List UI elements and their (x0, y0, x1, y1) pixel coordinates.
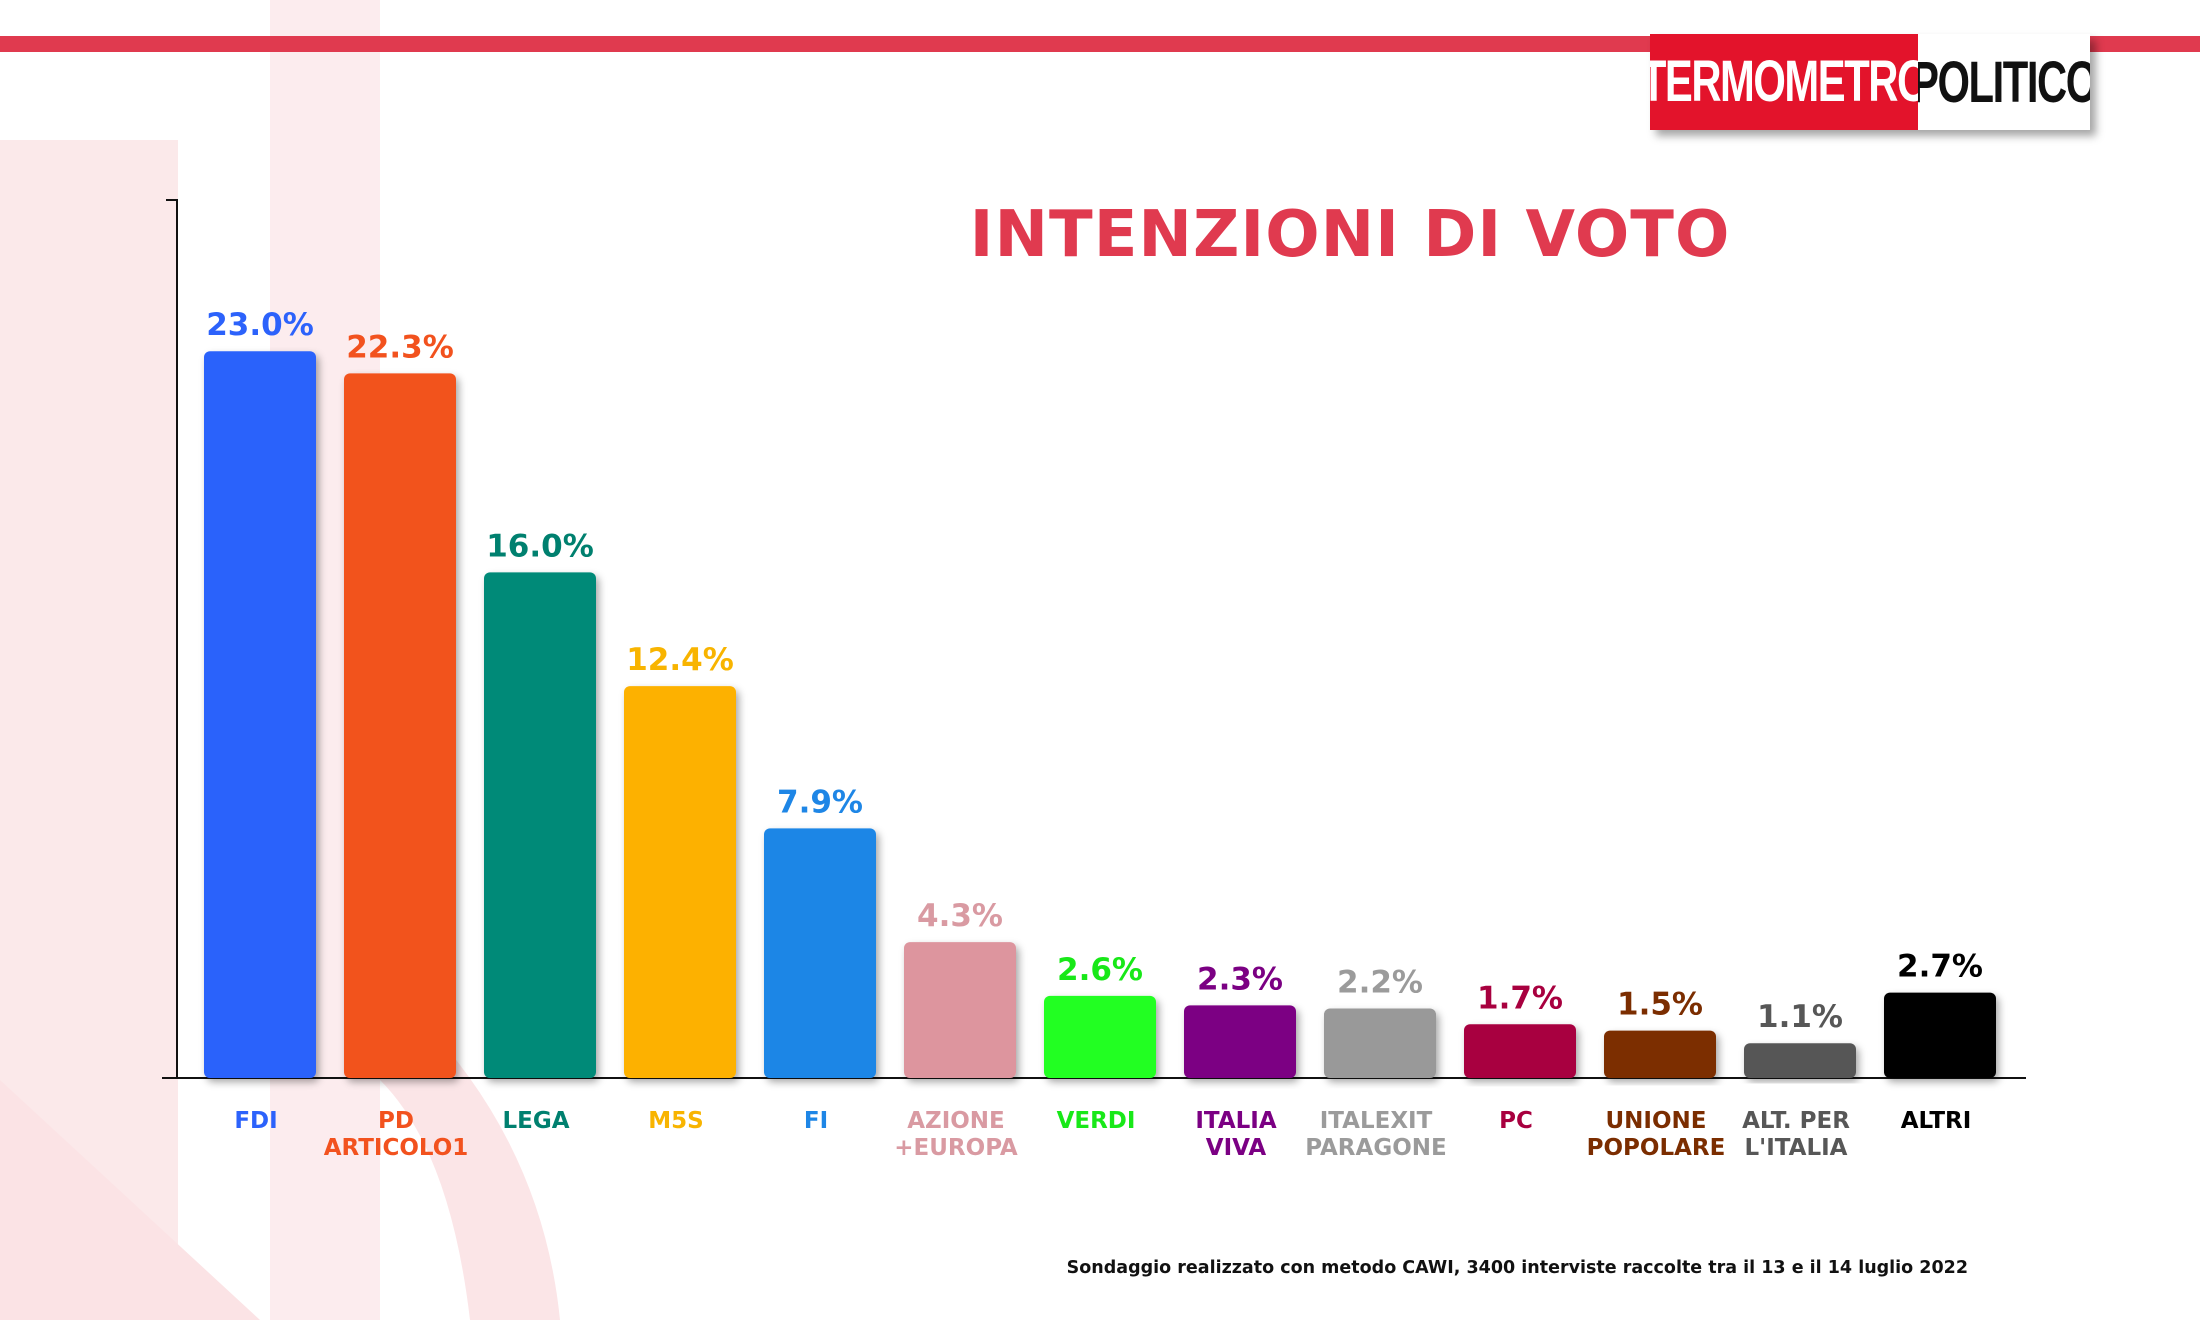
category-label: AZIONE (907, 1108, 1005, 1134)
category-label: VERDI (1057, 1108, 1136, 1134)
value-label: 1.7% (1477, 980, 1563, 1016)
value-label: 7.9% (777, 784, 863, 820)
logo-white-block: POLITICO (1918, 34, 2090, 130)
value-label: 2.3% (1197, 961, 1283, 997)
category-label: ALT. PER (1742, 1108, 1850, 1134)
category-label: POPOLARE (1587, 1135, 1726, 1161)
bar-unione-popolare (1604, 1030, 1716, 1078)
category-label: ITALIA (1195, 1108, 1276, 1134)
category-label: ITALEXIT (1320, 1108, 1433, 1134)
bar-m5s (624, 686, 736, 1078)
value-label: 1.5% (1617, 987, 1703, 1023)
bar-azione-+europa (904, 942, 1016, 1078)
value-label: 1.1% (1757, 999, 1843, 1035)
category-label: LEGA (502, 1108, 569, 1134)
bar-fi (764, 828, 876, 1078)
bar-fdi (204, 351, 316, 1078)
bar-altper-litalia (1744, 1043, 1856, 1078)
logo-red-block: TERMOMETRO (1650, 34, 1918, 130)
chart-title: INTENZIONI DI VOTO (969, 198, 1731, 272)
bar-pc (1464, 1024, 1576, 1078)
bar-pd-articolo1 (344, 373, 456, 1078)
value-label: 4.3% (917, 898, 1003, 934)
value-label: 16.0% (486, 528, 594, 564)
category-label: M5S (648, 1108, 703, 1134)
value-label: 2.6% (1057, 952, 1143, 988)
bar-italia-viva (1184, 1005, 1296, 1078)
bar-lega (484, 572, 596, 1078)
bar-verdi (1044, 995, 1156, 1078)
value-label: 12.4% (626, 642, 734, 678)
value-label: 2.2% (1337, 964, 1423, 1000)
bar-altri (1884, 992, 1996, 1078)
value-label: 2.7% (1897, 949, 1983, 985)
category-label: ARTICOLO1 (324, 1135, 469, 1161)
value-label: 22.3% (346, 329, 454, 365)
category-label: PD (378, 1108, 414, 1134)
category-label: L'ITALIA (1745, 1135, 1848, 1161)
value-label: 23.0% (206, 307, 314, 343)
category-label: FDI (234, 1108, 277, 1134)
survey-footnote: Sondaggio realizzato con metodo CAWI, 34… (1066, 1258, 1968, 1278)
category-label: PC (1499, 1108, 1533, 1134)
bar-italexit-paragone (1324, 1008, 1436, 1078)
category-label: +EUROPA (894, 1135, 1018, 1161)
category-label: FI (804, 1108, 828, 1134)
category-label: ALTRI (1901, 1108, 1972, 1134)
category-label: UNIONE (1606, 1108, 1707, 1134)
category-label: VIVA (1206, 1135, 1267, 1161)
category-label: PARAGONE (1305, 1135, 1446, 1161)
termometro-politico-logo: TERMOMETRO POLITICO (1650, 34, 2090, 130)
